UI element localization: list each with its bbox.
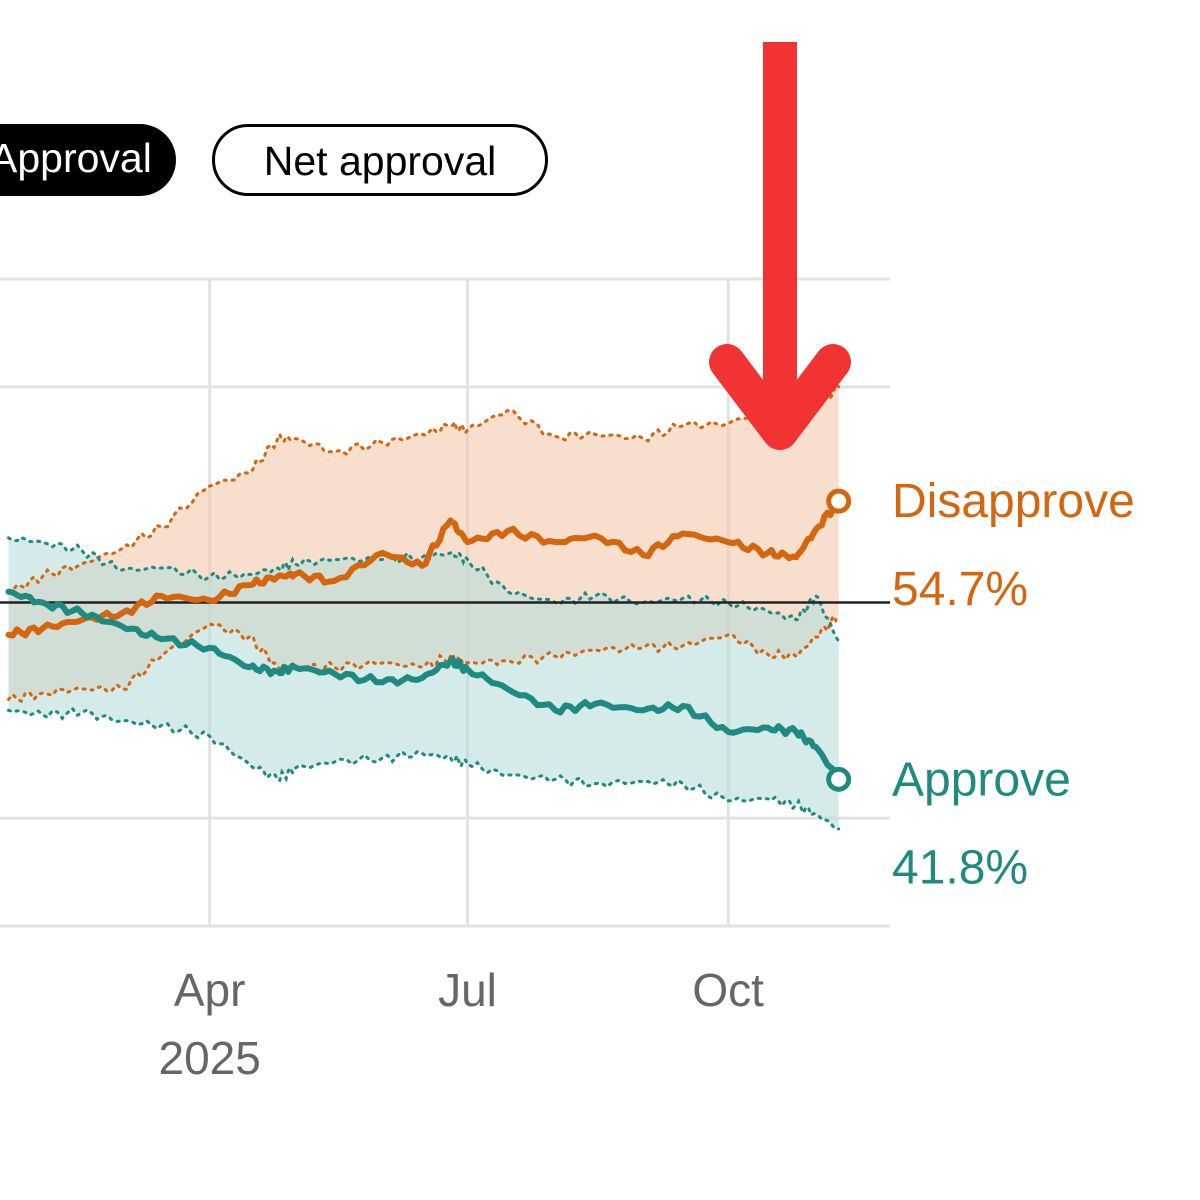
confidence-bands: [7, 382, 841, 831]
tab-net-approval-label: Net approval: [263, 138, 497, 184]
series-labels: Disapprove 54.7% Approve 41.8%: [892, 475, 1135, 894]
approve-end-point: [826, 766, 852, 792]
grid: [0, 277, 890, 928]
disapprove-upper-bound: [7, 382, 841, 594]
disapprove-lower-bound: [7, 612, 841, 704]
disapprove-line: [5, 497, 842, 639]
x-tick-label: Apr: [174, 964, 246, 1016]
x-tick-label: Oct: [692, 964, 764, 1016]
approve-series-label: Approve: [892, 753, 1071, 806]
tab-net-approval[interactable]: Net approval: [212, 124, 548, 196]
x-tick-sublabel: 2025: [158, 1032, 260, 1084]
x-tick-label: Jul: [438, 964, 497, 1016]
approve-lower-bound: [7, 706, 841, 831]
red-down-arrow-icon: [709, 42, 851, 450]
disapprove-series-label: Disapprove: [892, 475, 1135, 528]
approve-value-label: 41.8%: [892, 841, 1028, 894]
approve-line: [5, 588, 842, 783]
disapprove-end-point: [826, 488, 852, 514]
x-axis-ticks: Apr 2025 Jul Oct: [158, 964, 764, 1084]
tab-approval[interactable]: Approval: [0, 124, 176, 196]
series-lines: [5, 488, 852, 792]
tab-approval-label: Approval: [0, 135, 152, 181]
approve-band: [8, 537, 839, 829]
disapprove-value-label: 54.7%: [892, 563, 1028, 616]
approve-upper-bound: [7, 535, 841, 643]
